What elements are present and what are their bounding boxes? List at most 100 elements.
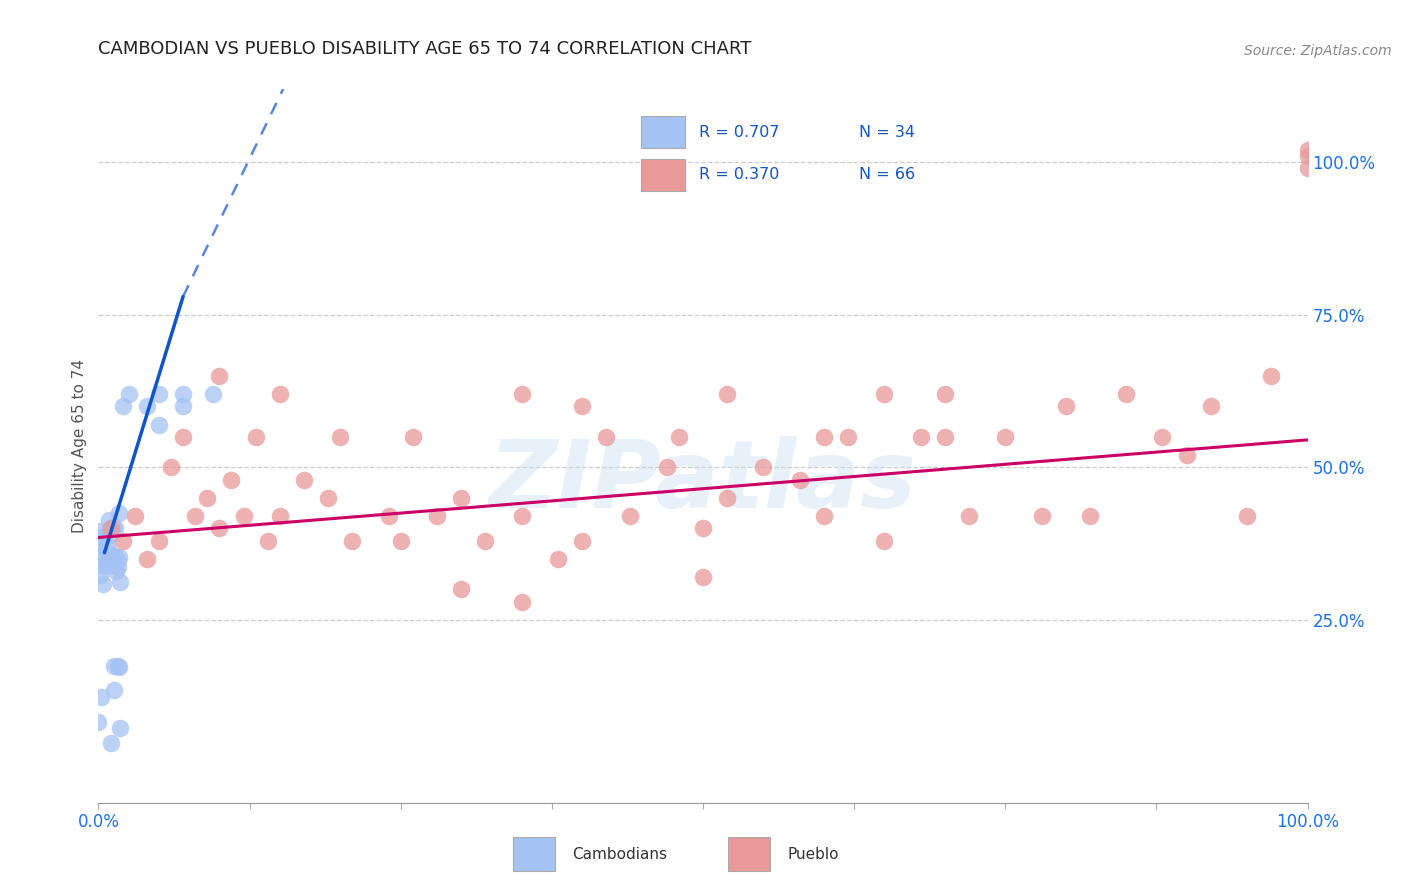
Point xyxy=(104,521,127,535)
Point xyxy=(668,430,690,444)
Point xyxy=(97,529,120,543)
Point xyxy=(873,387,896,401)
Point xyxy=(148,533,170,548)
Point xyxy=(111,533,134,548)
Point xyxy=(426,509,449,524)
Point xyxy=(98,513,121,527)
Point xyxy=(474,533,496,548)
Point xyxy=(655,460,678,475)
Point xyxy=(619,509,641,524)
Point xyxy=(692,570,714,584)
Point xyxy=(93,550,115,565)
Point xyxy=(98,522,121,536)
Point xyxy=(716,387,738,401)
Point xyxy=(135,400,157,414)
Point xyxy=(103,519,125,533)
Point xyxy=(1054,400,1077,414)
Point xyxy=(98,547,121,561)
Point xyxy=(103,658,125,673)
Point xyxy=(87,714,110,729)
Point xyxy=(118,387,141,401)
Point xyxy=(716,491,738,505)
Point xyxy=(873,533,896,548)
Point xyxy=(269,387,291,401)
Point xyxy=(202,387,225,401)
Point xyxy=(108,660,131,674)
Point xyxy=(292,473,315,487)
Point xyxy=(172,387,194,401)
Point xyxy=(103,549,125,563)
Point xyxy=(208,521,231,535)
Point xyxy=(111,400,134,414)
Point xyxy=(221,473,243,487)
Point xyxy=(571,533,593,548)
Point xyxy=(195,491,218,505)
Point xyxy=(104,564,127,578)
Point xyxy=(135,551,157,566)
Point xyxy=(571,400,593,414)
Point xyxy=(547,551,569,566)
Point xyxy=(107,549,129,564)
Point xyxy=(402,430,425,444)
Point xyxy=(89,567,111,582)
Point xyxy=(316,491,339,505)
Point xyxy=(90,690,112,705)
Point xyxy=(934,387,956,401)
Point xyxy=(90,553,112,567)
Point xyxy=(87,524,110,539)
Point xyxy=(510,594,533,608)
Point xyxy=(124,509,146,524)
Point xyxy=(96,539,118,553)
Point xyxy=(692,521,714,535)
Point xyxy=(510,509,533,524)
Point xyxy=(1175,448,1198,462)
Point xyxy=(1296,143,1319,157)
Point xyxy=(1199,400,1222,414)
Point xyxy=(93,558,115,573)
Point xyxy=(107,659,129,673)
Point xyxy=(232,509,254,524)
Point xyxy=(789,473,811,487)
Point xyxy=(1078,509,1101,524)
Point xyxy=(450,491,472,505)
Point xyxy=(107,553,129,567)
Point xyxy=(595,430,617,444)
Point xyxy=(148,417,170,432)
Point xyxy=(329,430,352,444)
Point xyxy=(100,736,122,750)
Point xyxy=(342,533,364,548)
Point xyxy=(245,430,267,444)
Text: ZIPatlas: ZIPatlas xyxy=(489,435,917,528)
Point xyxy=(256,533,278,548)
Point xyxy=(1115,387,1137,401)
Point xyxy=(172,400,194,414)
Point xyxy=(910,430,932,444)
Point xyxy=(97,558,120,573)
Point xyxy=(510,387,533,401)
Point xyxy=(108,506,131,520)
Point xyxy=(93,577,115,591)
Point xyxy=(107,560,129,574)
Point xyxy=(957,509,980,524)
FancyBboxPatch shape xyxy=(513,837,555,871)
Point xyxy=(389,533,412,548)
Y-axis label: Disability Age 65 to 74: Disability Age 65 to 74 xyxy=(72,359,87,533)
Point xyxy=(377,509,399,524)
Point xyxy=(89,548,111,562)
Point xyxy=(1296,149,1319,163)
Point xyxy=(450,582,472,597)
Point xyxy=(172,430,194,444)
Point xyxy=(1296,161,1319,176)
Point xyxy=(994,430,1017,444)
Point xyxy=(160,460,183,475)
Text: CAMBODIAN VS PUEBLO DISABILITY AGE 65 TO 74 CORRELATION CHART: CAMBODIAN VS PUEBLO DISABILITY AGE 65 TO… xyxy=(98,40,752,58)
Point xyxy=(184,509,207,524)
Text: Pueblo: Pueblo xyxy=(787,847,839,862)
Point xyxy=(91,530,114,544)
Point xyxy=(108,721,131,735)
Point xyxy=(1031,509,1053,524)
Point xyxy=(934,430,956,444)
Point xyxy=(752,460,775,475)
Point xyxy=(1152,430,1174,444)
Point xyxy=(103,682,125,697)
